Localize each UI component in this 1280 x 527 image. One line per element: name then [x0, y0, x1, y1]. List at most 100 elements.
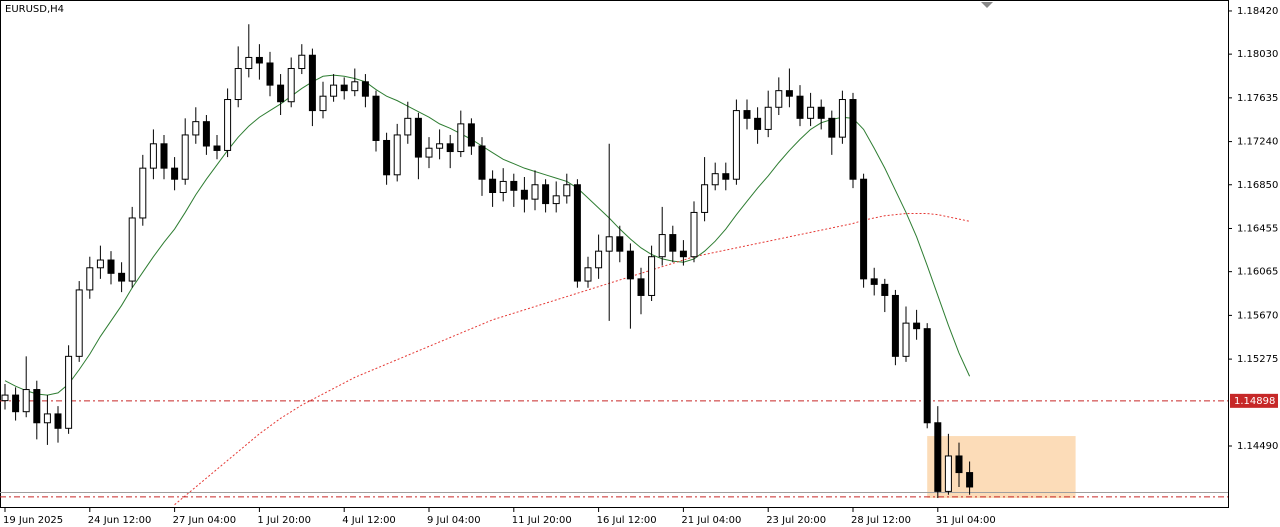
candle-body	[489, 178, 497, 194]
candle-body	[573, 184, 581, 282]
x-tick-label: 16 Jul 12:00	[597, 515, 657, 526]
candle-body	[595, 250, 603, 269]
candle-body	[65, 355, 73, 429]
candle-body	[107, 259, 115, 274]
candle-body	[393, 134, 401, 176]
plot-frame	[0, 0, 1229, 508]
x-tick-label: 24 Jun 12:00	[88, 515, 152, 526]
candle-body	[330, 84, 338, 97]
candle-body	[351, 81, 359, 92]
shift-marker	[981, 2, 993, 8]
candle-body	[690, 211, 698, 258]
chart-title: EURUSD,H4	[5, 4, 64, 15]
candle-body	[414, 117, 422, 158]
candle-body	[743, 110, 751, 119]
candle-body	[12, 394, 20, 413]
candle-body	[944, 455, 952, 492]
y-tick-label: 1.15275	[1237, 354, 1278, 365]
candle-body	[679, 250, 687, 258]
zone	[927, 436, 1076, 499]
candle-body	[955, 455, 963, 474]
candle-body	[913, 322, 921, 330]
candle-body	[732, 110, 740, 180]
candle-body	[711, 173, 719, 186]
candle-body	[446, 143, 454, 153]
candle-body	[54, 413, 62, 429]
candle-body	[75, 289, 83, 357]
candle-body	[425, 147, 433, 158]
x-tick-label: 31 Jul 04:00	[936, 515, 996, 526]
candle-body	[658, 234, 666, 258]
candle-body	[701, 184, 709, 213]
candle-body	[637, 278, 645, 296]
candle-body	[383, 139, 391, 176]
x-tick-label: 21 Jul 04:00	[681, 515, 741, 526]
candle-body	[807, 106, 815, 119]
candle-body	[902, 322, 910, 357]
candle-body	[775, 90, 783, 108]
candle-body	[828, 117, 836, 138]
price-level-label: 1.14898	[1234, 396, 1275, 407]
candle-body	[255, 56, 263, 64]
candle-body	[605, 236, 613, 252]
candle-body	[404, 117, 412, 136]
y-tick-label: 1.18030	[1237, 49, 1278, 60]
candle-body	[563, 184, 571, 197]
x-tick-label: 4 Jul 12:00	[342, 515, 396, 526]
y-tick-label: 1.16065	[1237, 267, 1278, 278]
candle-body	[234, 68, 242, 101]
candle-body	[457, 123, 465, 153]
x-tick-label: 11 Jul 20:00	[512, 515, 572, 526]
x-tick-label: 27 Jun 04:00	[173, 515, 237, 526]
candle-body	[817, 106, 825, 119]
candle-body	[499, 180, 507, 194]
y-tick-label: 1.17635	[1237, 93, 1278, 104]
candle-body	[531, 184, 539, 200]
candle-body	[245, 56, 253, 70]
candle-body	[33, 389, 41, 424]
candle-body	[287, 68, 295, 103]
y-tick-label: 1.14490	[1237, 441, 1278, 452]
candle-body	[361, 81, 369, 97]
candle-body	[467, 123, 475, 147]
y-tick-label: 1.16850	[1237, 180, 1278, 191]
candle-body	[149, 143, 157, 169]
candle-body	[754, 117, 762, 130]
candle-body	[298, 54, 306, 70]
candle-body	[881, 283, 889, 296]
candle-body	[796, 95, 804, 119]
y-tick-label: 1.15670	[1237, 310, 1278, 321]
candle-body	[764, 106, 772, 130]
candle-body	[160, 143, 168, 169]
candle-body	[785, 90, 793, 97]
moving-average	[174, 213, 970, 506]
x-tick-label: 9 Jul 04:00	[427, 515, 481, 526]
candle-body	[838, 99, 846, 138]
candle-body	[542, 184, 550, 205]
candle-body	[1, 394, 9, 402]
candle-body	[266, 62, 274, 86]
y-tick-label: 1.16455	[1237, 223, 1278, 234]
candle-body	[923, 328, 931, 424]
candle-body	[128, 217, 136, 282]
candle-body	[966, 472, 974, 488]
candle-body	[319, 95, 327, 112]
candle-body	[277, 84, 285, 103]
price-level-box	[1230, 393, 1278, 408]
candle-body	[584, 267, 592, 282]
candle-body	[308, 54, 316, 112]
y-tick-label: 1.18420	[1237, 6, 1278, 17]
candle-body	[96, 259, 104, 269]
candle-body	[870, 278, 878, 285]
candle-body	[118, 272, 126, 282]
candle-body	[510, 180, 518, 191]
candle-body	[891, 294, 899, 357]
candle-body	[626, 250, 634, 280]
candle-body	[86, 267, 94, 291]
x-tick-label: 19 Jun 2025	[3, 515, 63, 526]
candle-body	[202, 121, 210, 147]
moving-average	[4, 74, 971, 396]
candle-body	[181, 134, 189, 180]
